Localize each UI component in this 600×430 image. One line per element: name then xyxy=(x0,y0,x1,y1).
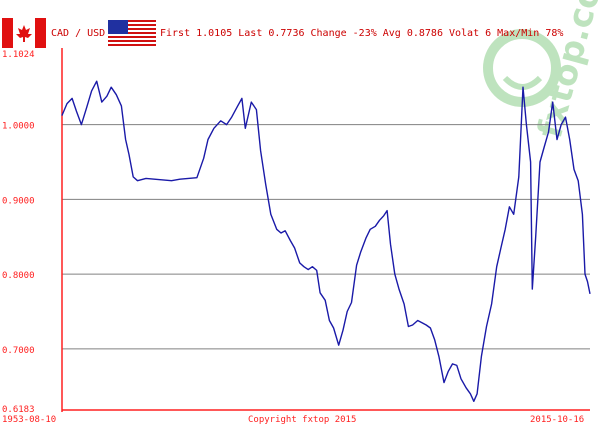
y-tick-label: 0.7000 xyxy=(2,346,35,356)
y-tick-label: 1.0000 xyxy=(2,122,35,132)
chart-header: CAD / USD First 1.0105 Last 0.7736 Chang… xyxy=(2,18,563,48)
y-tick-label: 0.6183 xyxy=(2,405,35,415)
x-tick-label-end: 2015-10-16 xyxy=(530,415,584,425)
grid xyxy=(62,124,590,350)
watermark: fxtop.com xyxy=(483,0,600,142)
x-tick-label-start: 1953-08-10 xyxy=(2,415,56,425)
currency-pair-label: CAD / USD xyxy=(51,28,105,39)
y-tick-label: 1.1024 xyxy=(2,50,35,60)
canada-flag-icon xyxy=(2,18,46,48)
copyright-label: Copyright fxtop 2015 xyxy=(248,415,356,425)
watermark-text: fxtop.com xyxy=(530,0,600,142)
usa-flag-icon xyxy=(108,20,156,46)
series-line xyxy=(61,80,591,402)
watermark-smile-icon xyxy=(502,75,543,90)
y-axis-ticks: 1.1024 1.0000 0.9000 0.8000 0.7000 0.6183 xyxy=(2,50,35,415)
stats-summary: First 1.0105 Last 0.7736 Change -23% Avg… xyxy=(160,28,563,39)
y-tick-label: 0.9000 xyxy=(2,196,35,206)
y-tick-label: 0.8000 xyxy=(2,271,35,281)
